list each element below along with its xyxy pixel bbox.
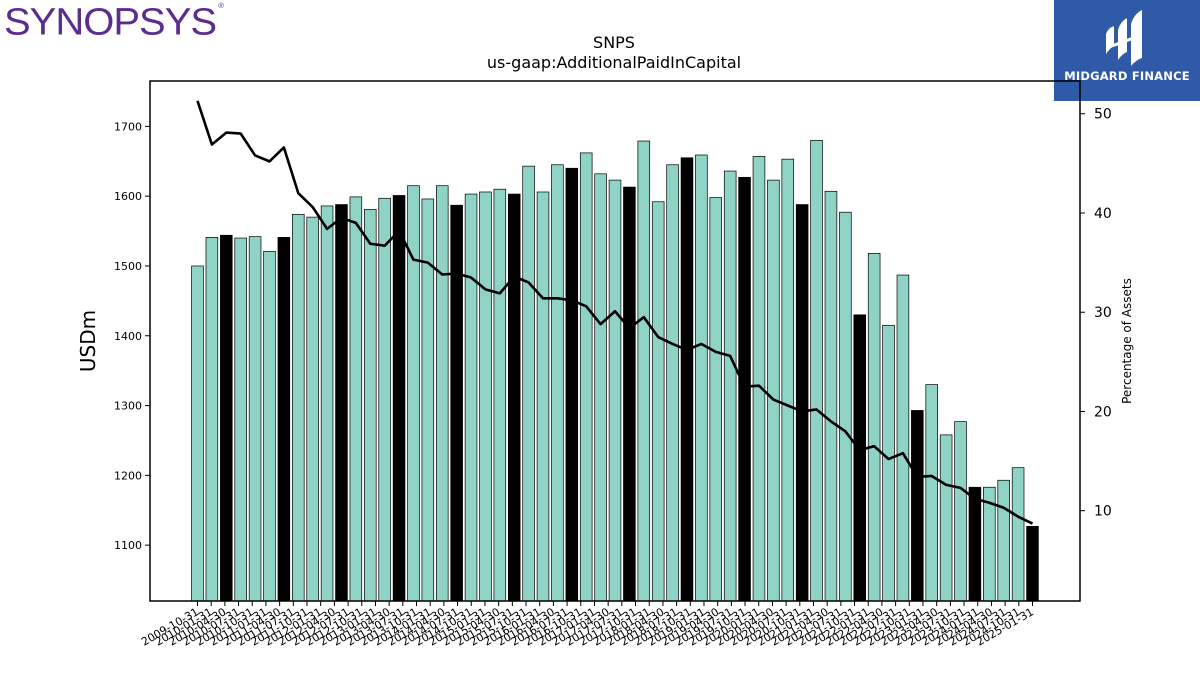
bar xyxy=(968,486,982,602)
bar xyxy=(1026,525,1039,602)
bar xyxy=(220,234,233,602)
bar xyxy=(954,421,967,602)
bar xyxy=(925,384,938,602)
bar xyxy=(911,410,924,602)
bar xyxy=(579,152,593,602)
bar xyxy=(651,201,665,602)
bars-layer xyxy=(191,139,1039,602)
chart-title: SNPS xyxy=(593,33,635,52)
bar xyxy=(464,193,478,602)
midgard-emblem-icon xyxy=(1106,10,1142,66)
bar xyxy=(507,193,521,602)
bar xyxy=(723,170,737,602)
bar xyxy=(623,186,636,602)
bar xyxy=(335,204,348,602)
bar xyxy=(306,216,319,602)
y-tick-label: 1700 xyxy=(114,120,142,133)
bar xyxy=(767,179,780,602)
y-axis-label: USDm xyxy=(76,310,100,372)
plot-frame xyxy=(149,80,1081,602)
bar xyxy=(839,211,852,602)
bar xyxy=(637,140,651,602)
bar xyxy=(551,164,564,602)
bar xyxy=(277,237,291,602)
midgard-finance-logo: MIDGARD FINANCE xyxy=(1054,0,1200,101)
bar xyxy=(594,173,607,602)
registered-mark: ® xyxy=(218,1,224,10)
y2-tick-label: 50 xyxy=(1094,107,1112,123)
y2-tick-label: 30 xyxy=(1094,305,1112,321)
bar xyxy=(407,185,420,602)
bar xyxy=(853,314,867,602)
x-axis: 2009-10-312010-01-312010-04-302010-07-31… xyxy=(139,601,1036,649)
y-tick-label: 1300 xyxy=(114,400,142,413)
y-tick-label: 1200 xyxy=(114,469,142,482)
bar xyxy=(882,324,895,602)
bar xyxy=(680,157,694,602)
bar xyxy=(364,209,377,602)
bar xyxy=(392,195,406,602)
y2-tick-label: 10 xyxy=(1094,504,1112,520)
bar xyxy=(795,204,809,602)
bar xyxy=(421,198,435,602)
bar xyxy=(493,188,507,602)
bar xyxy=(522,165,535,602)
bar xyxy=(824,190,838,602)
midgard-logo-text: MIDGARD FINANCE xyxy=(1064,69,1190,83)
y2-tick-label: 40 xyxy=(1094,206,1112,222)
y-tick-label: 1500 xyxy=(114,260,142,273)
y2-tick-label: 20 xyxy=(1094,404,1112,420)
line-layer xyxy=(196,100,1034,525)
bar xyxy=(738,176,751,602)
synopsys-logo-text: SYNOPSYS xyxy=(4,1,217,43)
bar xyxy=(378,197,391,602)
bar xyxy=(709,197,723,602)
bar xyxy=(191,265,204,602)
bar xyxy=(752,156,766,602)
bar xyxy=(565,167,579,602)
bar xyxy=(263,250,276,602)
y-axis-left: 1100 1200 1300 1400 1500 1600 1700 xyxy=(114,120,150,552)
bar xyxy=(666,164,679,602)
y-axis-right: 10 20 30 40 50 xyxy=(1080,107,1112,520)
bar xyxy=(608,179,622,602)
bar xyxy=(867,253,881,602)
y-tick-label: 1100 xyxy=(114,539,142,552)
chart-subtitle: us-gaap:AdditionalPaidInCapital xyxy=(487,53,741,72)
y2-axis-label: Percentage of Assets xyxy=(1120,278,1134,404)
bar xyxy=(292,213,305,602)
bar xyxy=(349,196,363,602)
bar xyxy=(1011,467,1025,602)
bar xyxy=(234,237,247,602)
bar xyxy=(536,191,550,602)
percentage-line xyxy=(196,100,1034,525)
bar xyxy=(205,237,219,602)
bar xyxy=(781,158,795,602)
y-tick-label: 1600 xyxy=(114,190,142,203)
bar xyxy=(896,274,910,602)
bar xyxy=(810,139,823,602)
bar xyxy=(997,479,1010,602)
bar xyxy=(479,191,492,602)
synopsys-logo: SYNOPSYS ® xyxy=(4,1,224,44)
bar xyxy=(435,185,449,602)
bar xyxy=(939,434,953,602)
bar xyxy=(320,205,334,602)
y-tick-label: 1400 xyxy=(114,330,142,343)
bar xyxy=(450,204,463,602)
bar xyxy=(695,154,708,602)
bar xyxy=(248,236,262,602)
